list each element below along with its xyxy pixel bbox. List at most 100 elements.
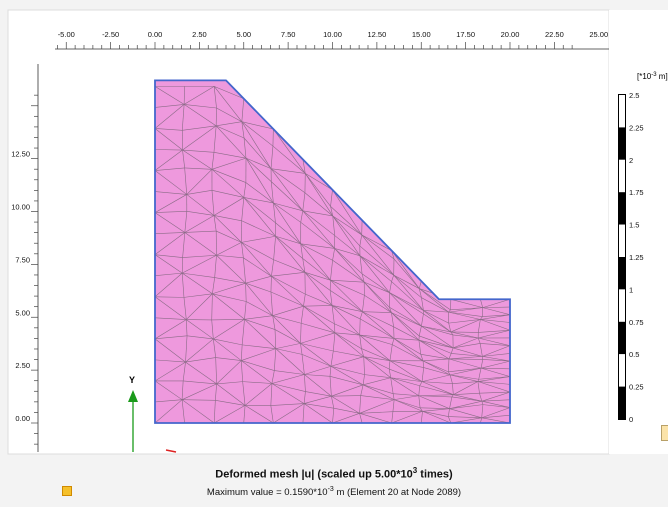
mesh-edge (211, 157, 247, 170)
mesh-edge (186, 190, 213, 195)
mesh-edge (334, 323, 336, 333)
mesh-edge (419, 335, 454, 349)
mesh-edge (155, 296, 184, 298)
mesh-edge (302, 210, 335, 236)
mesh-edge (450, 307, 483, 311)
mesh-edge (155, 359, 186, 363)
mesh-edge (480, 299, 484, 308)
mesh-edge (421, 367, 424, 382)
mesh-edge (334, 332, 364, 357)
mesh-edge (155, 399, 183, 424)
mesh-edge (448, 358, 450, 372)
mesh-edge (155, 167, 185, 171)
side-panel-toggle[interactable] (661, 425, 668, 441)
mesh-edge (302, 258, 306, 273)
mesh-edge (450, 347, 454, 354)
mesh-edge (330, 206, 362, 236)
mesh-edge (270, 168, 304, 211)
mesh-edge (362, 311, 395, 339)
mesh-edge (241, 360, 273, 384)
legend-level-label: 2 (629, 156, 633, 165)
mesh-edge (481, 367, 510, 370)
plot-title-exponent: 3 (412, 466, 418, 475)
mesh-edge (213, 215, 242, 243)
mesh-edge (330, 350, 334, 367)
mesh-edge (448, 416, 482, 419)
maximum-value-main: Maximum value = 0.1590*10 (206, 487, 328, 499)
mesh-edge (363, 356, 390, 361)
mesh-edge (181, 380, 184, 400)
mesh-edge (300, 243, 304, 259)
mesh-edge (482, 356, 510, 362)
mesh-edge (241, 235, 276, 243)
mesh-edge (422, 410, 449, 417)
mesh-edge (183, 86, 215, 105)
mesh-edge (418, 395, 450, 409)
mesh-edge (187, 335, 214, 340)
x-tick-label: 2.50 (192, 30, 207, 39)
mesh-edge (212, 293, 245, 320)
mesh-edge (271, 272, 305, 277)
mesh-edge (331, 305, 361, 320)
mesh-edge (359, 334, 391, 361)
mesh-edge (241, 98, 245, 122)
mesh-edge (270, 291, 273, 316)
mesh-edge (359, 335, 362, 349)
mesh-edge (422, 360, 449, 373)
mesh-edge (271, 259, 274, 277)
mesh-edge (304, 272, 333, 306)
mesh-edge (213, 400, 216, 424)
x-tick-label: 20.00 (501, 30, 520, 39)
y-tick-label: 12.50 (11, 150, 30, 159)
mesh-edge (243, 197, 276, 224)
mesh-edge (155, 128, 183, 151)
mesh-edge (182, 149, 214, 153)
mesh-edge (245, 282, 272, 293)
mesh-edge (389, 292, 424, 315)
mesh-edge (450, 374, 479, 382)
mesh-edge (391, 312, 420, 337)
mesh-edge (270, 181, 274, 204)
mesh-edge (244, 319, 276, 330)
mesh-edge (333, 350, 364, 357)
y-tick-label: 10.00 (11, 203, 30, 212)
legend-level-label: 2.25 (629, 123, 644, 132)
mesh-edge (333, 407, 360, 414)
mesh-edge (332, 215, 362, 236)
mesh-edge (211, 318, 245, 321)
mesh-edge (363, 377, 391, 386)
mesh-edge (181, 399, 185, 424)
mesh-edge (304, 272, 331, 291)
mesh-edge (359, 334, 393, 345)
mesh-edge (214, 405, 246, 424)
mesh-edge (303, 305, 333, 307)
mesh-edge (480, 316, 483, 320)
mesh-edge (241, 121, 272, 169)
mesh-edge (389, 360, 423, 382)
mesh-edge (477, 381, 510, 385)
mesh-edge (481, 401, 484, 405)
x-tick-label: 25.00 (589, 30, 608, 39)
mesh-edge (271, 181, 303, 211)
mesh-edge (482, 345, 510, 357)
mesh-edge (241, 121, 274, 147)
mesh-edge (334, 248, 365, 283)
mesh-edge (304, 192, 333, 217)
mesh-edge (394, 399, 421, 409)
mesh-edge (334, 248, 361, 257)
mesh-edge (300, 343, 303, 355)
mesh-edge (273, 202, 303, 212)
mesh-edge (244, 319, 277, 349)
mesh-edge (271, 275, 306, 295)
mesh-edge (331, 305, 363, 313)
mesh-edge (182, 125, 217, 131)
x-axis-ruler: -5.00 -2.50 0.00 2.50 5.00 7.50 10.00 12.50 15.0… (57, 30, 608, 49)
status-indicator-icon[interactable] (62, 486, 72, 496)
mesh-edge (300, 243, 331, 281)
mesh-edge (330, 260, 333, 281)
mesh-edge (364, 374, 391, 379)
mesh-edge (359, 413, 363, 424)
mesh-edge (420, 407, 450, 409)
mesh-edge (155, 104, 185, 108)
mesh-edge (240, 344, 243, 361)
